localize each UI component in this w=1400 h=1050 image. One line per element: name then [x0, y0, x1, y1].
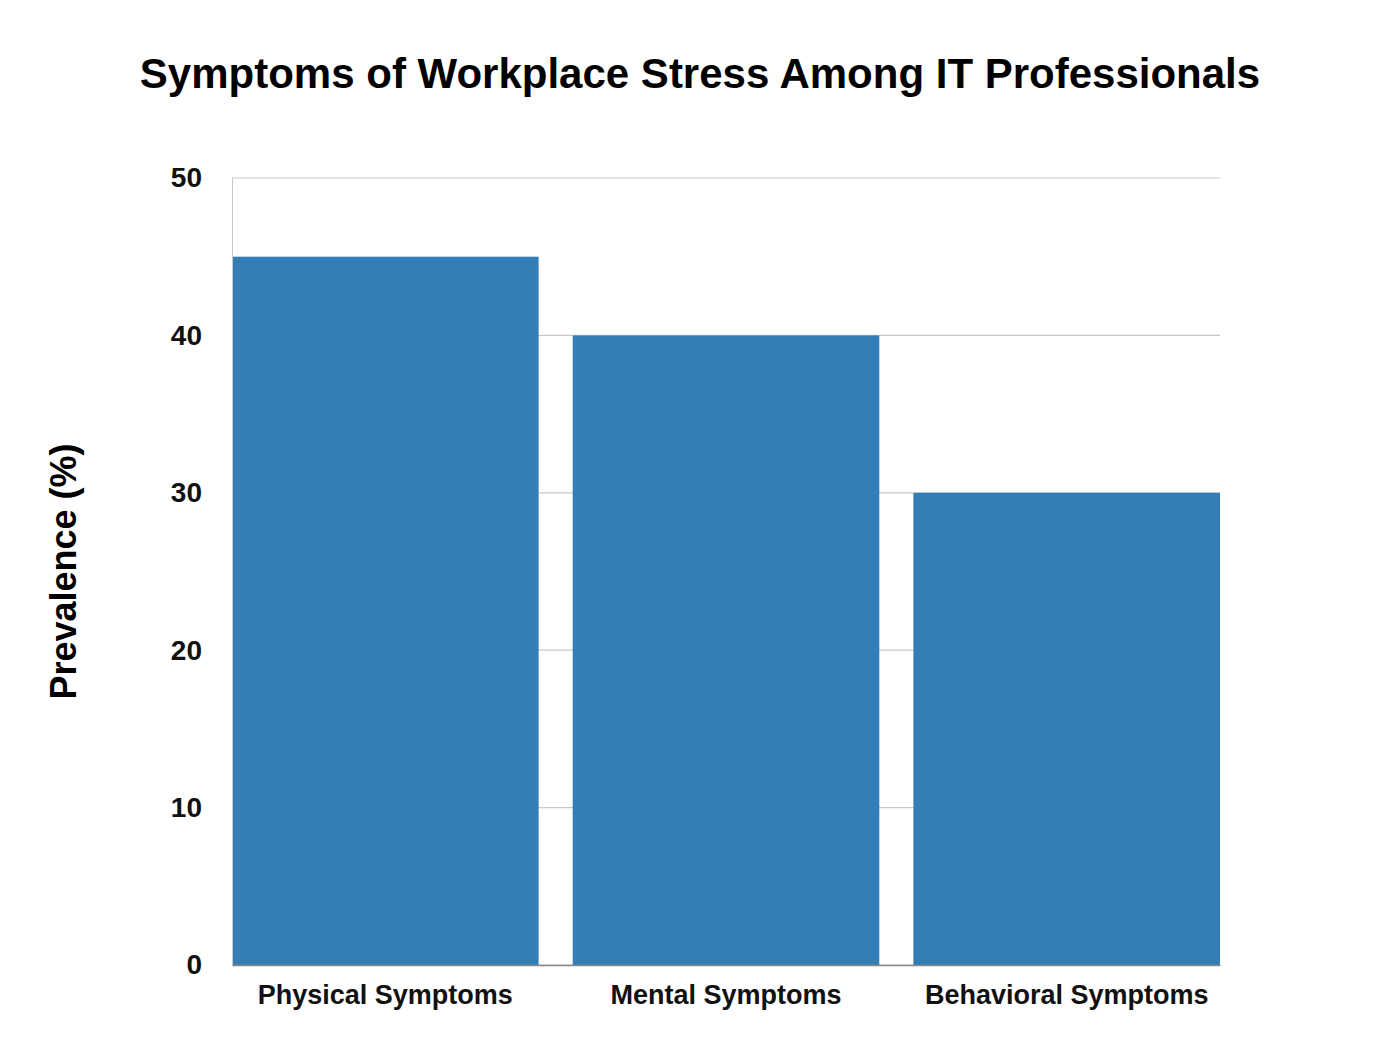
- y-tick-label: 10: [171, 792, 202, 823]
- y-tick: 10: [171, 792, 232, 823]
- x-tick: Physical Symptoms: [258, 965, 513, 1010]
- x-tick: Mental Symptoms: [610, 965, 841, 1010]
- chart: 0 10 20 30 40 50 Physical Symptoms Mental Sympt…: [0, 0, 1400, 1050]
- bar: [232, 257, 539, 965]
- y-tick-label: 20: [171, 635, 202, 666]
- x-tick-label: Behavioral Symptoms: [925, 980, 1209, 1010]
- y-tick: 30: [171, 477, 232, 508]
- y-tick-label: 50: [171, 162, 202, 193]
- grid: [232, 178, 1220, 965]
- x-tick: Behavioral Symptoms: [925, 965, 1209, 1010]
- x-tick-label: Physical Symptoms: [258, 980, 513, 1010]
- y-tick-label: 0: [186, 949, 202, 980]
- y-tick: 0: [186, 949, 232, 980]
- bars: [232, 257, 1220, 965]
- y-axis-title: Prevalence (%): [43, 443, 84, 699]
- y-axis-line: [232, 179, 233, 966]
- plot: 0 10 20 30 40 50 Physical Symptoms Mental Sympt…: [171, 162, 1221, 1010]
- bar: [913, 493, 1220, 965]
- y-tick-label: 30: [171, 477, 202, 508]
- bar: [573, 335, 880, 965]
- y-tick: 40: [171, 320, 232, 351]
- y-tick: 50: [171, 162, 232, 193]
- y-tick-label: 40: [171, 320, 202, 351]
- grid-line: [232, 177, 1220, 178]
- title: Symptoms of Workplace Stress Among IT Pr…: [140, 50, 1260, 97]
- x-tick-label: Mental Symptoms: [610, 980, 841, 1010]
- x-axis: Physical Symptoms Mental Symptoms Behavior…: [233, 965, 1221, 1010]
- y-tick: 20: [171, 635, 232, 666]
- x-axis-line: [233, 965, 1221, 967]
- y-axis: 0 10 20 30 40 50: [171, 162, 233, 980]
